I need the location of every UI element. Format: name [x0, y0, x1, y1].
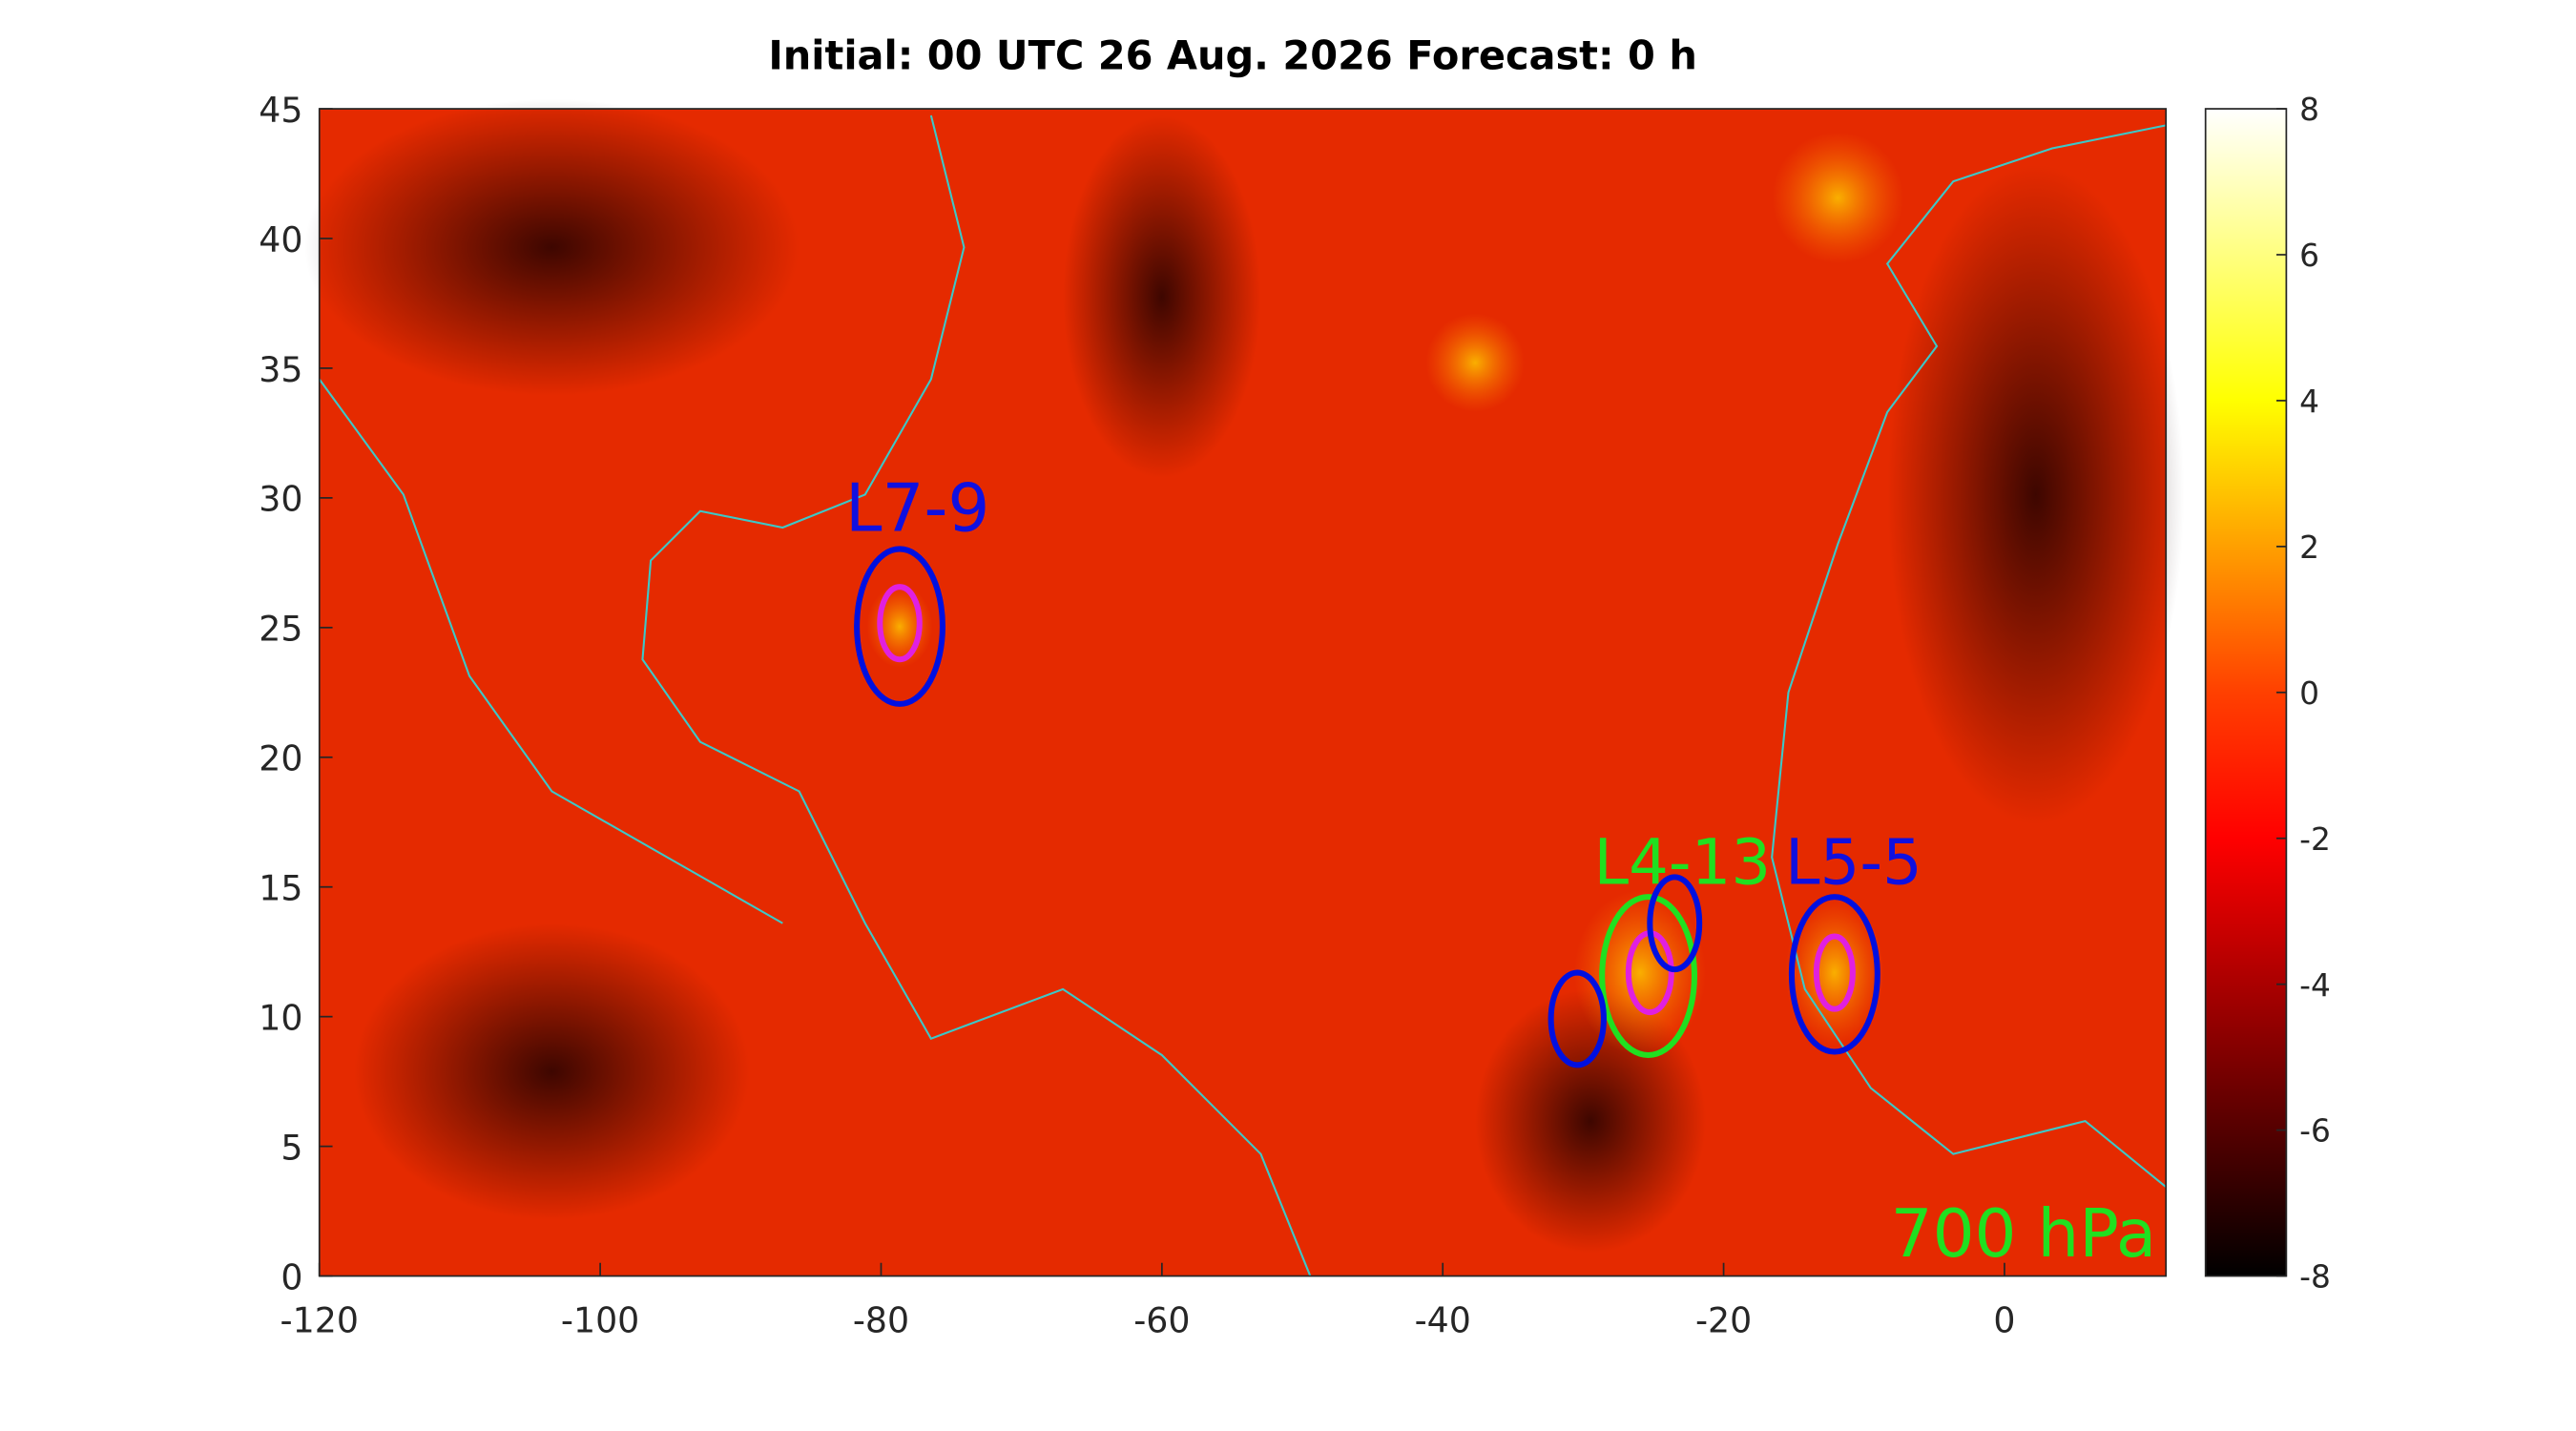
- y-tick-label: 10: [259, 997, 302, 1038]
- annotation: L4-13: [1594, 826, 1772, 899]
- x-tick-label: -40: [1415, 1299, 1471, 1340]
- annotation: L5-5: [1785, 826, 1922, 899]
- colorbar: [2204, 108, 2288, 1277]
- x-tick-label: 0: [1993, 1299, 2015, 1340]
- track-ellipse: [854, 546, 945, 707]
- colorbar-tick-label: 6: [2299, 238, 2319, 274]
- x-tick-label: -20: [1695, 1299, 1752, 1340]
- track-ellipse: [1599, 894, 1698, 1059]
- track-ellipse: [1548, 969, 1607, 1068]
- y-tick-label: 45: [259, 90, 302, 131]
- chart-title: Initial: 00 UTC 26 Aug. 2026 Forecast: 0…: [768, 33, 1697, 79]
- y-tick-label: 30: [259, 479, 302, 520]
- track-ellipse: [1647, 874, 1703, 973]
- colorbar-tick-label: 8: [2299, 92, 2319, 128]
- y-tick-label: 0: [280, 1256, 302, 1297]
- colorbar-tick-label: -2: [2299, 821, 2331, 858]
- heatmap-field: [304, 98, 2185, 1276]
- colorbar-tick-label: 4: [2299, 384, 2319, 420]
- y-tick-label: 15: [259, 868, 302, 909]
- colorbar-tick-label: 2: [2299, 529, 2319, 566]
- annotation: L7-9: [845, 470, 989, 547]
- x-tick-label: -60: [1133, 1299, 1190, 1340]
- track-ellipse: [1813, 933, 1856, 1012]
- y-tick-label: 25: [259, 609, 302, 650]
- x-tick-label: -100: [561, 1299, 639, 1340]
- colorbar-tick-label: -6: [2299, 1113, 2331, 1150]
- track-ellipse: [877, 584, 923, 663]
- y-tick-label: 20: [259, 738, 302, 779]
- x-tick-label: -120: [280, 1299, 359, 1340]
- colorbar-tick-label: 0: [2299, 675, 2319, 712]
- storm-markers: [854, 546, 1880, 1068]
- y-tick-label: 40: [259, 219, 302, 260]
- y-tick-label: 35: [259, 349, 302, 390]
- plot-frame: [318, 108, 2168, 1277]
- annotation: 700 hPa: [1891, 1196, 2157, 1273]
- colorbar-tick-label: -4: [2299, 967, 2331, 1004]
- colorbar-tick-label: -8: [2299, 1259, 2331, 1296]
- x-tick-label: -80: [853, 1299, 909, 1340]
- y-tick-label: 5: [280, 1127, 302, 1168]
- track-ellipse: [1788, 894, 1880, 1055]
